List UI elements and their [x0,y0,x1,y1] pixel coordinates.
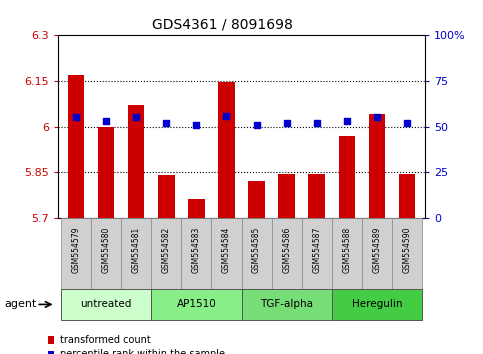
Point [162,120,170,126]
Bar [212,218,242,289]
Bar [128,105,144,218]
Bar [271,218,302,289]
Bar [48,336,54,344]
Text: GSM554589: GSM554589 [372,226,382,273]
Point [223,113,230,119]
Point [373,115,381,120]
Text: GSM554584: GSM554584 [222,226,231,273]
Bar [309,174,325,218]
Text: GSM554585: GSM554585 [252,226,261,273]
Bar [91,218,121,289]
Bar [61,289,151,320]
Bar [181,218,212,289]
Point [132,115,140,120]
Text: GSM554587: GSM554587 [312,226,321,273]
Text: AP1510: AP1510 [176,299,216,309]
Bar [48,351,54,354]
Text: agent: agent [5,299,37,309]
Text: GSM554579: GSM554579 [71,226,81,273]
Bar [218,82,235,218]
Bar [158,175,174,218]
Text: GSM554586: GSM554586 [282,226,291,273]
Text: untreated: untreated [80,299,132,309]
Bar [332,218,362,289]
Bar [248,181,265,218]
Point [102,118,110,124]
Text: GSM554582: GSM554582 [162,227,171,273]
Point [403,120,411,126]
Bar [242,289,332,320]
Bar [121,218,151,289]
Bar [339,136,355,218]
Bar [61,218,91,289]
Bar [369,114,385,218]
Bar [151,289,242,320]
Text: TGF-alpha: TGF-alpha [260,299,313,309]
Point [343,118,351,124]
Bar [398,174,415,218]
Point [72,115,80,120]
Text: GSM554581: GSM554581 [132,227,141,273]
Text: GSM554590: GSM554590 [402,226,412,273]
Bar [98,126,114,218]
Bar [68,75,85,218]
Bar [362,218,392,289]
Text: GDS4361 / 8091698: GDS4361 / 8091698 [152,18,293,32]
Bar [151,218,181,289]
Text: GSM554580: GSM554580 [101,226,111,273]
Bar [332,289,422,320]
Bar [278,174,295,218]
Text: GSM554588: GSM554588 [342,227,351,273]
Text: percentile rank within the sample: percentile rank within the sample [60,349,226,354]
Point [283,120,290,126]
Bar [392,218,422,289]
Point [313,120,321,126]
Bar [188,199,205,218]
Bar [242,218,271,289]
Point [253,122,260,127]
Text: GSM554583: GSM554583 [192,226,201,273]
Text: Heregulin: Heregulin [352,299,402,309]
Text: transformed count: transformed count [60,335,151,345]
Point [193,122,200,127]
Bar [302,218,332,289]
